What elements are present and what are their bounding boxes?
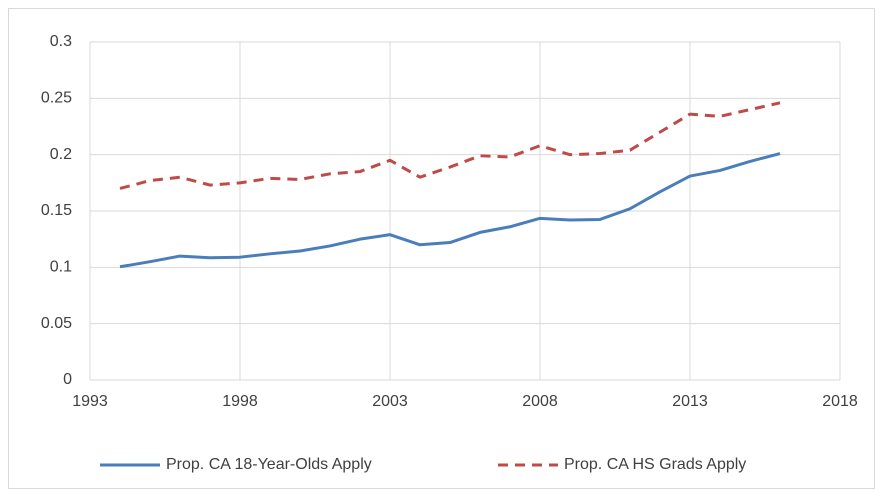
x-tick-label: 2003 (372, 393, 408, 410)
series-line (119, 152, 781, 269)
y-tick-label: 0 (63, 371, 72, 388)
y-tick-label: 0.1 (50, 259, 72, 276)
y-tick-label: 0.05 (41, 315, 72, 332)
y-tick-label: 0.15 (41, 202, 72, 219)
y-tick-label: 0.2 (50, 146, 72, 163)
y-tick-label: 0.3 (50, 33, 72, 50)
y-tick-label: 0.25 (41, 90, 72, 107)
x-tick-label: 2008 (522, 393, 558, 410)
x-tick-label: 1993 (72, 393, 108, 410)
legend-label: Prop. CA HS Grads Apply (564, 456, 746, 473)
series-line (119, 101, 781, 190)
legend-label: Prop. CA 18-Year-Olds Apply (166, 456, 372, 473)
chart-border (8, 8, 875, 489)
x-tick-label: 1998 (222, 393, 258, 410)
x-tick-label: 2018 (822, 393, 858, 410)
x-tick-label: 2013 (672, 393, 708, 410)
